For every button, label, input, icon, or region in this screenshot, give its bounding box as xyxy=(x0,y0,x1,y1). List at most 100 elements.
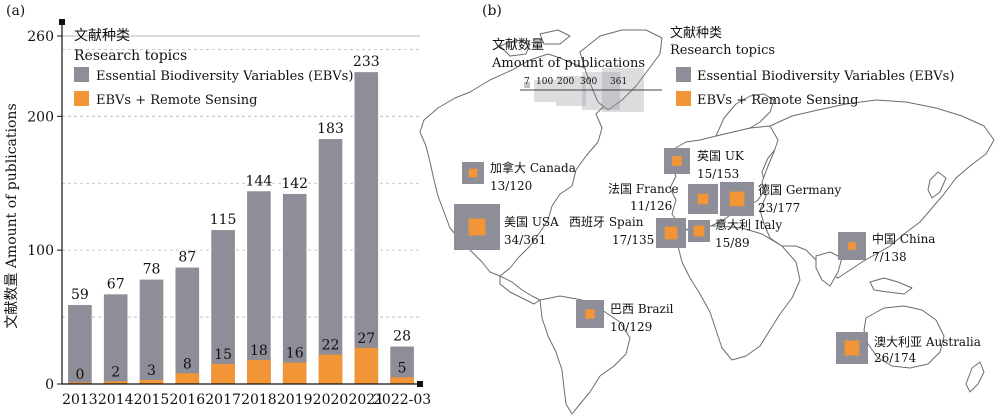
bar-ebv xyxy=(175,267,200,384)
data-label-ebv-rs: 3 xyxy=(147,363,156,379)
country-marker: 美国 USA 34/361 xyxy=(454,204,559,250)
country-rs-box xyxy=(468,168,478,178)
country-name: 德国 Germany xyxy=(758,182,842,197)
bar-ebv xyxy=(211,230,235,384)
country-name: 西班牙 Spain xyxy=(569,215,644,229)
x-tick-label: 2015 xyxy=(134,392,170,408)
country-name: 意大利 Italy xyxy=(715,217,782,232)
country-marker: 西班牙 Spain 17/135 xyxy=(569,215,686,248)
data-label-ebv: 233 xyxy=(353,54,380,70)
data-label-ebv: 28 xyxy=(393,329,411,345)
panel-a-bar-chart: (a) 文献数量 Amount of publications 0 100 200 2… xyxy=(4,3,431,408)
data-label-ebv-rs: 27 xyxy=(357,331,375,347)
data-label-ebv-rs: 22 xyxy=(322,338,340,354)
asia-land xyxy=(759,99,995,279)
country-rs-box xyxy=(468,218,486,236)
data-label-ebv-rs: 0 xyxy=(75,367,84,383)
y-ticks: 0 100 200 260 xyxy=(27,29,62,393)
scandinavia-land xyxy=(715,93,775,137)
x-tick-label: 2022-03 xyxy=(373,392,431,408)
country-rs-box xyxy=(672,156,682,166)
size-legend: 文献数量 Amount of publications 7 100 200 30… xyxy=(491,38,662,112)
data-label-ebv-rs: 2 xyxy=(111,364,120,380)
x-tick-label: 2013 xyxy=(62,392,98,408)
legend-a-swatch-ebv-rs xyxy=(74,91,89,106)
panel-b-map: (b) xyxy=(419,3,995,415)
country-value: 13/120 xyxy=(490,179,532,193)
x-tick-label: 2020 xyxy=(313,392,349,408)
x-tick-label: 2017 xyxy=(205,392,241,408)
y-axis-title: 文献数量 Amount of publications xyxy=(4,103,20,328)
central-america-land xyxy=(499,275,541,305)
bar-ebv xyxy=(247,191,271,384)
size-box-300 xyxy=(582,72,620,110)
data-label-ebv-rs: 18 xyxy=(250,343,268,359)
bar-ebv-rs xyxy=(175,373,200,384)
country-name: 巴西 Brazil xyxy=(610,302,674,316)
legend-a-label-ebv-rs: EBVs + Remote Sensing xyxy=(96,93,257,108)
country-value: 11/126 xyxy=(630,199,672,213)
country-rs-box xyxy=(697,193,709,205)
arctic-islands xyxy=(499,29,571,57)
country-value: 15/153 xyxy=(697,167,739,181)
y-tick-label: 0 xyxy=(45,377,54,393)
topic-legend-label-ebv-rs: EBVs + Remote Sensing xyxy=(697,93,858,108)
y-tick-label: 100 xyxy=(27,243,54,259)
size-box-7 xyxy=(524,82,530,88)
topic-legend-swatch-ebv xyxy=(676,67,691,82)
country-value: 17/135 xyxy=(612,233,654,247)
bar-ebv xyxy=(68,305,92,384)
topic-legend-swatch-ebv-rs xyxy=(676,91,691,106)
bar-ebv-rs xyxy=(139,379,164,384)
data-label-ebv: 78 xyxy=(143,262,161,278)
data-label-ebv: 115 xyxy=(210,212,237,228)
country-value: 15/89 xyxy=(715,236,750,250)
new-zealand-land xyxy=(965,361,985,393)
bar-ebv xyxy=(139,279,164,384)
bar-ebv-rs xyxy=(282,362,307,384)
topic-legend-label-ebv: Essential Biodiversity Variables (EBVs) xyxy=(697,69,954,84)
bar-ebv xyxy=(390,346,414,384)
country-marker: 加拿大 Canada 13/120 xyxy=(462,160,576,193)
size-box-200 xyxy=(556,76,586,106)
size-label-7: 7 xyxy=(524,77,530,87)
country-name: 美国 USA xyxy=(504,215,559,229)
legend-a: 文献种类 Research topics Essential Biodivers… xyxy=(74,28,353,108)
data-label-ebv-rs: 15 xyxy=(214,347,232,363)
legend-a-swatch-ebv xyxy=(74,67,89,82)
data-label-ebv-rs: 8 xyxy=(183,356,192,372)
bar-ebv xyxy=(282,193,307,384)
size-legend-title-cn: 文献数量 xyxy=(492,38,544,53)
x-tick-label: 2014 xyxy=(98,392,134,408)
country-marker: 澳大利亚 Australia 26/174 xyxy=(836,332,981,365)
country-rs-box xyxy=(693,225,705,237)
india-land xyxy=(815,251,843,287)
country-marker: 德国 Germany 23/177 xyxy=(720,182,842,216)
country-rs-box xyxy=(844,340,860,356)
bar-ebv-rs xyxy=(68,382,92,384)
country-name: 英国 UK xyxy=(697,149,745,163)
legend-a-title-cn: 文献种类 xyxy=(74,28,130,44)
data-label-ebv: 144 xyxy=(246,173,273,189)
size-legend-title-en: Amount of publications xyxy=(491,56,645,71)
bar-ebv-rs xyxy=(354,347,379,384)
country-name: 中国 China xyxy=(872,231,935,246)
panel-a-label: (a) xyxy=(6,3,25,19)
country-marker: 巴西 Brazil 10/129 xyxy=(576,300,674,334)
bar-ebv-rs xyxy=(103,381,128,384)
x-tick-label: 2021 xyxy=(348,392,384,408)
bar-ebv xyxy=(318,139,343,384)
size-box-100 xyxy=(534,80,556,102)
country-rs-box xyxy=(585,309,595,319)
gridlines xyxy=(62,35,420,318)
bar-ebv-rs xyxy=(211,363,235,384)
size-label-200: 200 xyxy=(557,77,574,87)
country-value: 23/177 xyxy=(758,201,800,215)
bar-ebv-rs xyxy=(390,377,414,384)
country-value: 7/138 xyxy=(872,250,907,264)
se-asia-islands xyxy=(869,277,913,295)
x-tick-label: 2016 xyxy=(169,392,205,408)
bar-ebv-rs xyxy=(247,359,271,384)
